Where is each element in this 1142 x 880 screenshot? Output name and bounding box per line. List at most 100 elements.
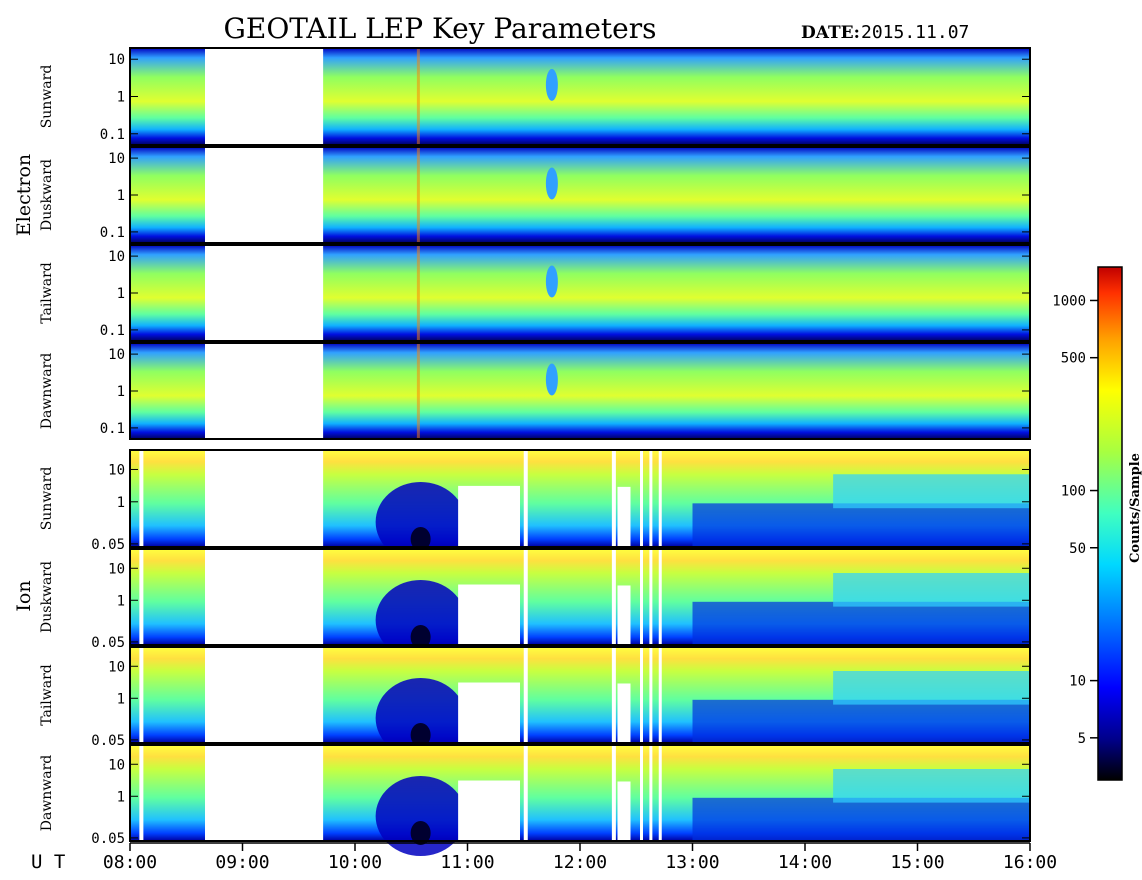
time-tick-label: 11:00 bbox=[440, 852, 494, 873]
y-tick-label: 0.1 bbox=[100, 127, 125, 143]
ion-gap-stripe bbox=[658, 745, 662, 841]
ion-gap-stripe bbox=[658, 450, 662, 547]
ion-gap-stripe bbox=[139, 549, 144, 645]
ion-gap bbox=[617, 683, 631, 743]
low-flux-region bbox=[692, 699, 1030, 743]
flux-feature bbox=[545, 363, 558, 396]
y-tick-label: 10 bbox=[108, 659, 125, 675]
panel-ion-dawnward: 10 1 0.05 Dawnward bbox=[39, 744, 1031, 856]
low-flux-region bbox=[692, 503, 1030, 547]
low-energy-core bbox=[410, 723, 431, 747]
ion-gap bbox=[458, 485, 520, 547]
ion-gap bbox=[458, 780, 520, 841]
low-energy-core bbox=[410, 527, 431, 551]
flux-streak bbox=[416, 48, 420, 145]
mid-flux-region bbox=[833, 769, 1030, 803]
y-tick-label: 10 bbox=[108, 462, 125, 478]
y-tick-label: 0.05 bbox=[91, 537, 125, 553]
direction-label: Dawnward bbox=[39, 353, 55, 430]
y-tick-label: 0.1 bbox=[100, 421, 125, 437]
y-tick-label: 1 bbox=[117, 789, 125, 805]
colorbar-tick-label: 10 bbox=[1069, 674, 1086, 690]
ion-gap bbox=[458, 682, 520, 743]
y-tick-label: 10 bbox=[108, 52, 125, 68]
flux-feature bbox=[545, 265, 558, 298]
flux-feature bbox=[545, 167, 558, 200]
time-tick-label: 16:00 bbox=[1003, 852, 1057, 873]
ion-gap-stripe bbox=[523, 450, 528, 547]
ion-gap-stripe bbox=[640, 647, 643, 743]
flux-streak bbox=[416, 245, 420, 341]
y-tick-label: 10 bbox=[108, 249, 125, 265]
direction-label: Dawnward bbox=[39, 755, 55, 832]
y-tick-label: 0.05 bbox=[91, 635, 125, 651]
low-energy-feature bbox=[375, 482, 466, 562]
direction-label: Duskward bbox=[39, 561, 55, 633]
low-energy-feature bbox=[375, 776, 466, 856]
flux-streak bbox=[416, 147, 420, 243]
time-tick-label: 15:00 bbox=[890, 852, 944, 873]
time-tick-label: 09:00 bbox=[215, 852, 269, 873]
data-gap bbox=[205, 245, 324, 342]
ion-gap-stripe bbox=[139, 647, 144, 743]
panel-electron-tailward: 10 1 0.1 Tailward bbox=[39, 244, 1031, 342]
y-tick-label: 1 bbox=[117, 691, 125, 707]
colorbar-ticks: 5 10 50 100 500 1000 bbox=[1052, 293, 1098, 747]
low-energy-feature bbox=[375, 580, 466, 660]
colorbar-tick-label: 50 bbox=[1069, 541, 1086, 557]
data-gap bbox=[205, 549, 324, 646]
low-flux-region bbox=[692, 797, 1030, 841]
colorbar: 5 10 50 100 500 1000 Counts/Sample bbox=[1052, 266, 1142, 781]
direction-label: Tailward bbox=[39, 664, 55, 726]
data-gap bbox=[205, 647, 324, 744]
time-tick-label: 10:00 bbox=[328, 852, 382, 873]
ion-gap-stripe bbox=[523, 549, 528, 645]
ion-gap-stripe bbox=[649, 450, 653, 547]
data-gap bbox=[205, 745, 324, 842]
ion-gap-stripe bbox=[523, 647, 528, 743]
colorbar-tick-label: 500 bbox=[1061, 351, 1086, 367]
y-tick-label: 1 bbox=[117, 90, 125, 106]
direction-label: Sunward bbox=[39, 65, 55, 129]
electron-group-label: Electron bbox=[13, 154, 35, 236]
ion-group-label: Ion bbox=[13, 580, 35, 611]
y-tick-label: 0.05 bbox=[91, 831, 125, 847]
time-axis-prefix: U T bbox=[31, 851, 65, 873]
y-tick-label: 10 bbox=[108, 151, 125, 167]
ion-gap bbox=[617, 781, 631, 841]
colorbar-scale bbox=[1097, 266, 1123, 781]
y-tick-label: 0.1 bbox=[100, 225, 125, 241]
y-tick-label: 10 bbox=[108, 757, 125, 773]
ion-gap bbox=[458, 584, 520, 645]
time-tick-label: 14:00 bbox=[778, 852, 832, 873]
data-gap bbox=[205, 343, 324, 440]
y-tick-label: 0.05 bbox=[91, 733, 125, 749]
ion-gap bbox=[617, 585, 631, 645]
date-value: 2015.11.07 bbox=[861, 22, 969, 43]
y-tick-label: 1 bbox=[117, 495, 125, 511]
low-energy-core bbox=[410, 821, 431, 845]
low-energy-core bbox=[410, 625, 431, 649]
time-tick-label: 13:00 bbox=[665, 852, 719, 873]
low-energy-feature bbox=[375, 678, 466, 758]
colorbar-label: Counts/Sample bbox=[1128, 453, 1142, 563]
flux-streak bbox=[416, 343, 420, 439]
time-tick-label: 12:00 bbox=[553, 852, 607, 873]
mid-flux-region bbox=[833, 474, 1030, 509]
ion-gap bbox=[617, 486, 631, 547]
y-tick-label: 1 bbox=[117, 286, 125, 302]
y-tick-label: 1 bbox=[117, 593, 125, 609]
direction-label: Tailward bbox=[39, 262, 55, 324]
low-flux-region bbox=[692, 601, 1030, 645]
panel-ion-duskward: 10 1 0.05 Duskward bbox=[39, 548, 1031, 660]
ion-gap-stripe bbox=[640, 745, 643, 841]
ion-gap-stripe bbox=[649, 745, 653, 841]
y-tick-label: 10 bbox=[108, 347, 125, 363]
colorbar-tick-label: 1000 bbox=[1052, 293, 1086, 309]
panel-electron-sunward: 10 1 0.1 Sunward bbox=[39, 47, 1031, 146]
ion-gap-stripe bbox=[649, 647, 653, 743]
panel-electron-dawnward: 10 1 0.1 Dawnward bbox=[39, 342, 1031, 440]
ion-gap-stripe bbox=[658, 549, 662, 645]
y-tick-label: 10 bbox=[108, 561, 125, 577]
